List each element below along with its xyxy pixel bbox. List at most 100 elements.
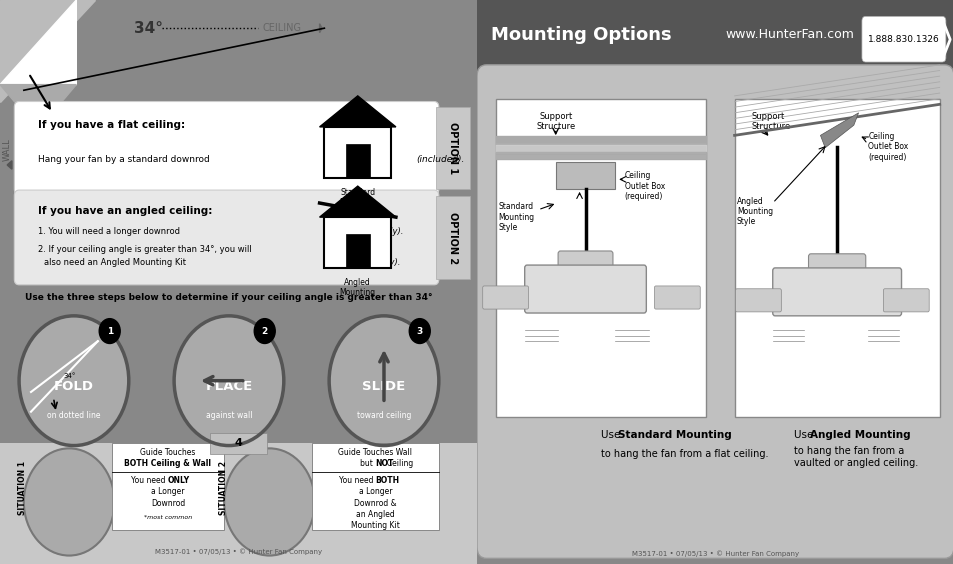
Text: Use: Use <box>793 430 816 440</box>
Text: 34°: 34° <box>63 373 75 378</box>
Circle shape <box>329 316 438 446</box>
Text: Standard
Mounting: Standard Mounting <box>339 188 375 207</box>
Text: a Longer: a Longer <box>151 487 185 496</box>
Text: against wall: against wall <box>206 411 252 420</box>
FancyBboxPatch shape <box>345 234 370 268</box>
FancyBboxPatch shape <box>345 144 370 178</box>
Text: (sold separately).: (sold separately). <box>327 258 400 267</box>
Text: (included).: (included). <box>416 155 464 164</box>
FancyBboxPatch shape <box>14 102 438 195</box>
Text: Guide Touches: Guide Touches <box>140 448 195 457</box>
Text: 4: 4 <box>234 438 242 448</box>
FancyBboxPatch shape <box>734 99 939 417</box>
Polygon shape <box>319 24 321 33</box>
Text: CEILING: CEILING <box>262 23 301 33</box>
Text: SITUATION 2: SITUATION 2 <box>218 461 228 515</box>
Text: Use: Use <box>600 430 623 440</box>
FancyBboxPatch shape <box>735 289 781 312</box>
Text: Support
Structure: Support Structure <box>536 112 575 131</box>
FancyBboxPatch shape <box>482 286 528 309</box>
Text: 2. If your ceiling angle is greater than 34°, you will: 2. If your ceiling angle is greater than… <box>38 245 252 254</box>
Polygon shape <box>319 186 395 217</box>
Polygon shape <box>319 96 395 127</box>
Text: You need: You need <box>338 476 375 485</box>
Circle shape <box>253 319 274 343</box>
Text: M3517-01 • 07/05/13 • © Hunter Fan Company: M3517-01 • 07/05/13 • © Hunter Fan Compa… <box>631 550 799 557</box>
Text: M3517-01 • 07/05/13 • © Hunter Fan Company: M3517-01 • 07/05/13 • © Hunter Fan Compa… <box>154 548 322 555</box>
FancyBboxPatch shape <box>861 16 944 62</box>
Text: Ceiling: Ceiling <box>375 459 414 468</box>
Text: an Angled: an Angled <box>355 510 395 519</box>
Text: Downrod &: Downrod & <box>354 499 396 508</box>
Text: Angled
Mounting
Style: Angled Mounting Style <box>736 197 772 226</box>
Text: to hang the fan from a
vaulted or angled ceiling.: to hang the fan from a vaulted or angled… <box>793 446 918 468</box>
FancyBboxPatch shape <box>772 268 901 316</box>
Text: Mounting Options: Mounting Options <box>491 26 671 44</box>
Text: to hang the fan from a flat ceiling.: to hang the fan from a flat ceiling. <box>600 449 768 459</box>
Circle shape <box>99 319 120 343</box>
Text: Hang your fan by a standard downrod: Hang your fan by a standard downrod <box>38 155 213 164</box>
FancyBboxPatch shape <box>14 190 438 285</box>
Text: Support
Structure: Support Structure <box>750 112 790 131</box>
Text: Ceiling
Outlet Box
(required): Ceiling Outlet Box (required) <box>867 132 907 161</box>
Circle shape <box>173 316 283 446</box>
Text: Standard
Mounting
Style: Standard Mounting Style <box>497 202 534 232</box>
Text: Standard Mounting: Standard Mounting <box>618 430 731 440</box>
Text: toward ceiling: toward ceiling <box>356 411 411 420</box>
FancyBboxPatch shape <box>807 254 865 274</box>
FancyBboxPatch shape <box>324 217 391 268</box>
FancyBboxPatch shape <box>324 127 391 178</box>
Text: 34°: 34° <box>133 21 162 36</box>
Text: 1: 1 <box>107 327 112 336</box>
Text: Guide Touches Wall: Guide Touches Wall <box>338 448 412 457</box>
FancyBboxPatch shape <box>524 265 646 313</box>
Polygon shape <box>0 0 76 85</box>
Polygon shape <box>7 161 11 169</box>
FancyBboxPatch shape <box>558 251 612 271</box>
Text: 2: 2 <box>261 327 268 336</box>
Text: Angled Mounting: Angled Mounting <box>809 430 909 440</box>
Text: If you have an angled ceiling:: If you have an angled ceiling: <box>38 206 213 217</box>
Text: OPTION 2: OPTION 2 <box>448 212 457 264</box>
Text: BOTH Ceiling & Wall: BOTH Ceiling & Wall <box>124 459 212 468</box>
Text: *most common: *most common <box>144 515 192 520</box>
Text: a Longer: a Longer <box>358 487 392 496</box>
Text: 3: 3 <box>416 327 422 336</box>
Text: also need an Angled Mounting Kit: also need an Angled Mounting Kit <box>44 258 189 267</box>
Text: 1.888.830.1326: 1.888.830.1326 <box>867 35 939 44</box>
FancyBboxPatch shape <box>436 107 469 189</box>
Circle shape <box>24 448 114 556</box>
Text: ONLY: ONLY <box>168 476 190 485</box>
Text: on dotted line: on dotted line <box>47 411 101 420</box>
Text: 1. You will need a longer downrod: 1. You will need a longer downrod <box>38 227 183 236</box>
Text: Mounting Kit: Mounting Kit <box>351 521 399 530</box>
Text: SLIDE: SLIDE <box>362 380 405 393</box>
FancyBboxPatch shape <box>210 433 267 454</box>
Circle shape <box>224 448 314 556</box>
Text: (sold separately).: (sold separately). <box>330 227 403 236</box>
Text: Downrod: Downrod <box>151 499 185 508</box>
FancyBboxPatch shape <box>112 443 224 530</box>
Text: BOTH: BOTH <box>375 476 399 485</box>
Polygon shape <box>0 85 76 130</box>
FancyBboxPatch shape <box>654 286 700 309</box>
Text: You need: You need <box>131 476 168 485</box>
FancyBboxPatch shape <box>496 99 705 417</box>
Text: NOT: NOT <box>375 459 394 468</box>
Polygon shape <box>0 0 95 102</box>
Text: Ceiling
Outlet Box
(required): Ceiling Outlet Box (required) <box>624 171 664 201</box>
Text: If you have a flat ceiling:: If you have a flat ceiling: <box>38 120 185 130</box>
FancyBboxPatch shape <box>0 443 476 564</box>
Circle shape <box>409 319 430 343</box>
FancyBboxPatch shape <box>436 196 469 279</box>
FancyBboxPatch shape <box>882 289 928 312</box>
Text: PLACE: PLACE <box>205 380 253 393</box>
FancyBboxPatch shape <box>476 0 953 70</box>
Text: www.HunterFan.com: www.HunterFan.com <box>724 28 853 42</box>
Text: FOLD: FOLD <box>54 380 93 393</box>
FancyBboxPatch shape <box>313 443 438 530</box>
Text: WALL: WALL <box>3 138 11 161</box>
Polygon shape <box>820 113 858 148</box>
Text: OPTION 1: OPTION 1 <box>448 122 457 174</box>
Text: Angled
Mounting: Angled Mounting <box>339 278 375 297</box>
